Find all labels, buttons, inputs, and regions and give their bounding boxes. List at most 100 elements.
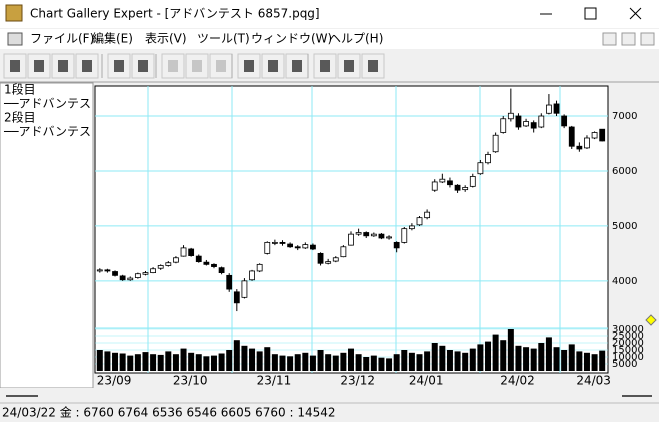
candle-body: [507, 112, 514, 120]
doc-restore[interactable]: [621, 32, 636, 46]
volume-tick-label: 10000: [612, 352, 644, 363]
toolbar-icon: [268, 60, 278, 72]
candle-body: [180, 247, 187, 257]
volume-bar: [416, 354, 423, 371]
toolbar-icon: [168, 60, 178, 72]
toolbar-icon: [82, 60, 92, 72]
volume-bar: [127, 355, 134, 371]
volume-bar: [431, 343, 438, 371]
maximize-button[interactable]: [584, 7, 597, 20]
candle-body: [96, 269, 103, 272]
candle-body: [256, 263, 263, 272]
legend-panel: [0, 82, 94, 389]
menu-item[interactable]: ファイル(F): [30, 32, 94, 46]
candle-body: [332, 257, 339, 262]
candle-body: [249, 270, 255, 281]
candle-body: [378, 233, 385, 239]
candle-body: [134, 273, 141, 278]
candle-body: [188, 248, 195, 256]
volume-bar: [401, 350, 408, 371]
plot-area: [94, 85, 609, 374]
toolbar-icon: [138, 60, 148, 72]
y-tick-label: 6000: [612, 166, 637, 177]
candle-body: [370, 233, 377, 237]
legend-item: ──アドバンテス: [3, 97, 91, 111]
candle-body: [104, 269, 111, 272]
marker: [645, 314, 657, 326]
candle-body: [576, 145, 583, 150]
volume-bar: [180, 348, 187, 371]
candle-body: [492, 134, 499, 153]
volume-bar: [378, 357, 385, 371]
y-tick-label: 4000: [612, 276, 637, 287]
candle-body: [195, 255, 202, 263]
volume-bar: [271, 354, 278, 371]
volume-bar: [462, 352, 469, 371]
candle-body: [500, 118, 507, 133]
status-bar: 24/03/22 金 : 6760 6764 6536 6546 6605 67…: [2, 405, 336, 420]
x-tick-label: 24/01: [409, 374, 444, 388]
toolbar-icon: [192, 60, 202, 72]
volume-bar: [249, 348, 256, 371]
toolbar-icon: [292, 60, 302, 72]
candle-body: [355, 232, 362, 235]
candle-body: [112, 271, 118, 276]
x-tick-label: 24/02: [500, 374, 535, 388]
volume-bar: [355, 354, 362, 371]
candle-body: [279, 241, 286, 244]
menu-item[interactable]: ツール(T): [197, 32, 250, 46]
menu-item[interactable]: ヘルプ(H): [329, 32, 383, 46]
x-tick-label: 23/12: [340, 374, 375, 388]
volume-bar: [317, 350, 324, 371]
volume-bar: [104, 351, 111, 371]
candle-body: [485, 154, 491, 164]
toolbar: [3, 53, 385, 79]
candle-body: [211, 263, 217, 267]
volume-bar: [515, 345, 522, 371]
candle-body: [150, 268, 156, 274]
volume-bar: [568, 344, 575, 371]
candle-body: [271, 241, 278, 244]
candle-body: [454, 184, 461, 191]
doc-minimize[interactable]: [602, 32, 617, 46]
volume-bar: [218, 353, 225, 371]
volume-bar: [424, 351, 431, 371]
volume-bar: [210, 355, 217, 371]
volume-tick-label: 5000: [612, 359, 637, 370]
candle-body: [546, 104, 552, 114]
toolbar-icon: [10, 60, 20, 72]
candle-body: [363, 232, 370, 237]
x-tick-label: 23/10: [173, 374, 208, 388]
toolbar-icon: [58, 60, 68, 72]
volume-bar: [142, 352, 149, 371]
candle-body: [241, 280, 248, 298]
toolbar-icon: [320, 60, 330, 72]
candle-body: [584, 137, 590, 149]
volume-bar: [332, 355, 339, 371]
menu-item[interactable]: ウィンドウ(W): [251, 32, 332, 46]
candle-body: [408, 225, 415, 230]
candle-body: [530, 122, 537, 129]
volume-bar: [302, 352, 309, 371]
menu-item[interactable]: 表示(V): [145, 32, 187, 46]
volume-bar: [119, 353, 126, 371]
candle-body: [431, 181, 438, 191]
volume-bar: [446, 350, 453, 371]
toolbar-icon: [344, 60, 354, 72]
candle-body: [568, 126, 575, 147]
doc-icon[interactable]: [7, 32, 23, 46]
volume-bar: [233, 340, 240, 371]
volume-tick-label: 25000: [612, 331, 644, 342]
volume-bar: [203, 356, 210, 371]
volume-bar: [545, 337, 552, 371]
candle-body: [226, 274, 233, 290]
x-tick-label: 23/09: [97, 374, 132, 388]
close-button[interactable]: [629, 7, 642, 20]
candle-body: [439, 178, 446, 183]
toolbar-icon: [368, 60, 378, 72]
app-icon: [5, 4, 23, 22]
menu-item[interactable]: 編集(E): [92, 31, 133, 46]
x-tick-label: 24/03: [576, 374, 611, 388]
volume-bar: [485, 341, 492, 371]
doc-close[interactable]: [640, 32, 655, 46]
